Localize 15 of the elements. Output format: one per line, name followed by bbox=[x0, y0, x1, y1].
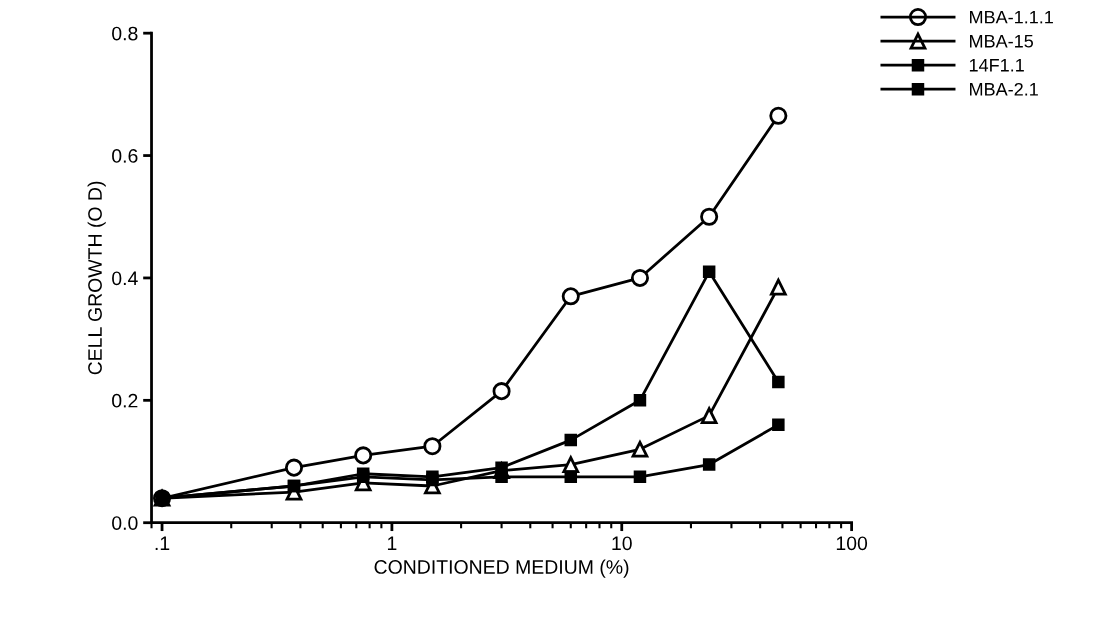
x-tick-label: 1 bbox=[387, 536, 397, 550]
y-tick-label: 0.6 bbox=[112, 149, 138, 163]
legend-label: MBA-1.1.1 bbox=[970, 10, 1053, 24]
legend-label: MBA-15 bbox=[970, 34, 1033, 48]
x-tick-label: 10 bbox=[612, 536, 632, 551]
y-tick-label: 0.4 bbox=[112, 271, 138, 286]
legend-label: 14F1.1 bbox=[969, 59, 1024, 72]
legend-label: MBA-2.1 bbox=[970, 82, 1038, 96]
y-tick-label: 0.0 bbox=[112, 516, 138, 530]
x-axis-title: CONDITIONED MEDIUM (%) bbox=[374, 559, 629, 578]
y-tick-label: 0.8 bbox=[112, 26, 138, 41]
x-tick-label: .1 bbox=[155, 536, 170, 550]
y-axis-title: CELL GROWTH (O D) bbox=[87, 181, 106, 375]
y-tick-label: 0.2 bbox=[112, 393, 138, 408]
x-tick-label: 100 bbox=[836, 536, 868, 551]
